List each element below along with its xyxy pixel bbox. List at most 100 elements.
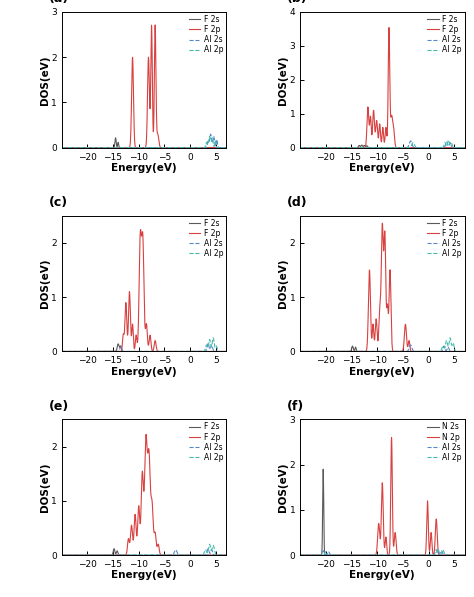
Al 2s (360, 144, 366, 151)
F 2s (462, 144, 467, 151)
Y-axis label: DOS(eV): DOS(eV) (40, 55, 50, 104)
Al 2p (210, 334, 216, 341)
Al 2s (78, 144, 83, 151)
Al 2s (205, 545, 211, 552)
Al 2s (122, 552, 128, 559)
Al 2s (87, 552, 93, 559)
N 2p (389, 434, 394, 441)
N 2s (326, 552, 331, 559)
F 2p (78, 552, 83, 559)
Al 2s (122, 348, 128, 355)
Al 2s (433, 546, 439, 553)
N 2p (316, 552, 322, 559)
Text: (f): (f) (287, 399, 304, 413)
Legend: N 2s, N 2p, Al 2s, Al 2p: N 2s, N 2p, Al 2s, Al 2p (427, 421, 462, 463)
X-axis label: Energy(eV): Energy(eV) (349, 367, 415, 377)
Al 2p (129, 552, 135, 559)
Line: Al 2s: Al 2s (300, 345, 465, 352)
Al 2p (326, 552, 331, 559)
N 2p (441, 552, 447, 559)
F 2s (87, 348, 93, 355)
F 2s (115, 340, 121, 347)
F 2p (441, 348, 447, 355)
Al 2p (87, 144, 93, 151)
N 2p (360, 552, 366, 559)
Legend: F 2s, F 2p, Al 2s, Al 2p: F 2s, F 2p, Al 2s, Al 2p (188, 14, 224, 55)
F 2p (59, 348, 64, 355)
Line: F 2p: F 2p (62, 25, 226, 147)
Al 2p (87, 552, 93, 559)
F 2s (122, 144, 128, 151)
F 2p (202, 552, 208, 559)
Al 2p (78, 144, 83, 151)
F 2s (220, 348, 226, 355)
F 2s (87, 144, 93, 151)
Al 2p (122, 552, 128, 559)
Al 2s (220, 552, 226, 559)
F 2p (316, 348, 322, 355)
Al 2s (441, 551, 447, 558)
Al 2p (367, 144, 373, 151)
F 2s (87, 552, 93, 559)
X-axis label: Energy(eV): Energy(eV) (349, 571, 415, 580)
Al 2s (297, 552, 303, 559)
F 2p (138, 226, 144, 233)
Al 2s (220, 144, 226, 151)
Al 2p (326, 144, 331, 151)
Al 2p (223, 144, 229, 151)
F 2s (359, 141, 365, 149)
Al 2s (87, 348, 93, 355)
F 2s (360, 143, 366, 150)
Al 2p (207, 133, 212, 140)
F 2p (297, 348, 303, 355)
F 2s (316, 348, 322, 355)
Al 2p (367, 552, 373, 559)
Al 2p (446, 137, 451, 144)
Al 2p (78, 552, 83, 559)
Al 2p (316, 348, 322, 355)
N 2s (462, 552, 467, 559)
F 2s (350, 343, 356, 350)
F 2s (297, 348, 303, 355)
Al 2s (78, 552, 83, 559)
Al 2s (462, 348, 467, 355)
F 2p (129, 523, 135, 530)
F 2p (129, 78, 135, 85)
F 2p (326, 144, 331, 151)
F 2p (122, 552, 128, 559)
Legend: F 2s, F 2p, Al 2s, Al 2p: F 2s, F 2p, Al 2s, Al 2p (188, 218, 224, 259)
F 2s (367, 144, 373, 151)
N 2p (462, 552, 467, 559)
Text: (b): (b) (287, 0, 308, 5)
F 2p (122, 144, 128, 151)
Al 2p (220, 348, 226, 355)
Al 2p (87, 348, 93, 355)
X-axis label: Energy(eV): Energy(eV) (111, 163, 177, 173)
Al 2p (220, 144, 226, 151)
Al 2p (360, 348, 366, 355)
F 2s (202, 552, 208, 559)
Al 2p (462, 144, 467, 151)
F 2p (202, 348, 208, 355)
F 2p (297, 144, 303, 151)
F 2s (458, 144, 464, 151)
F 2s (220, 144, 226, 151)
Al 2s (223, 348, 229, 355)
Al 2s (458, 552, 464, 559)
Al 2s (367, 348, 373, 355)
Al 2s (408, 137, 413, 144)
Al 2s (326, 348, 331, 355)
Line: Al 2p: Al 2p (62, 136, 226, 147)
Line: F 2s: F 2s (300, 346, 465, 352)
Al 2p (462, 552, 467, 559)
F 2p (220, 552, 226, 559)
Line: F 2s: F 2s (62, 549, 226, 555)
Text: (e): (e) (48, 399, 69, 413)
Al 2s (59, 144, 64, 151)
F 2p (462, 144, 467, 151)
F 2p (202, 144, 208, 151)
Line: Al 2p: Al 2p (300, 549, 465, 555)
Al 2p (441, 143, 447, 150)
Text: (a): (a) (48, 0, 69, 5)
F 2s (367, 348, 373, 355)
